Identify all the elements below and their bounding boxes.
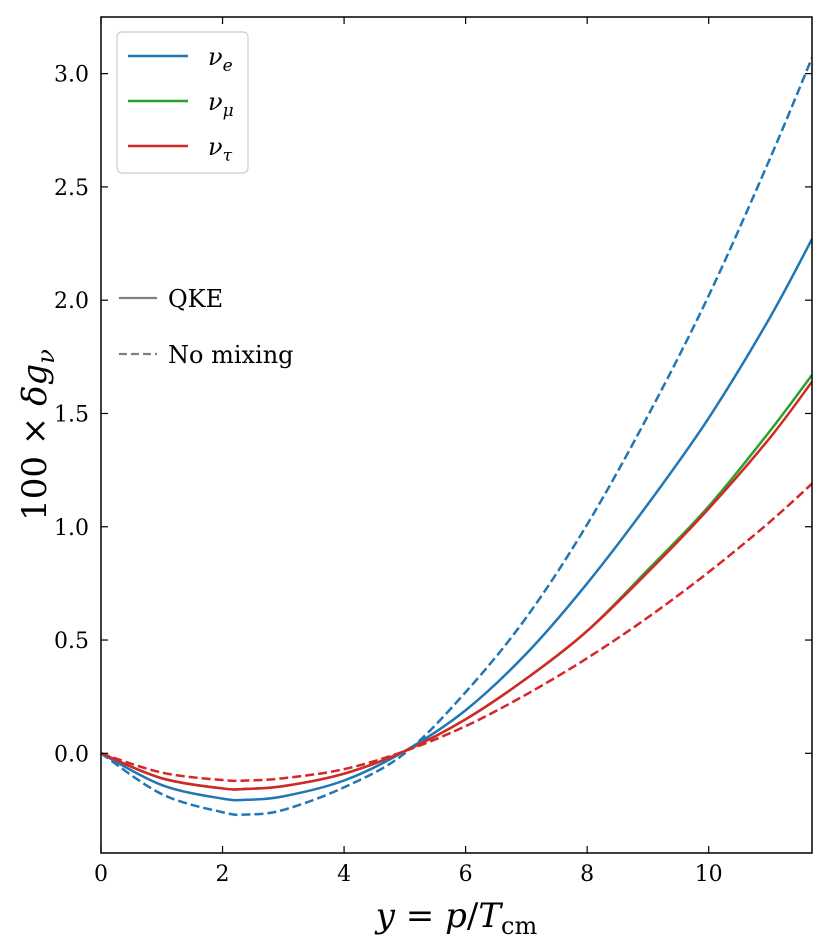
x-tick-label: 0 — [94, 862, 108, 887]
series-line-solid-2 — [101, 381, 812, 791]
series-line-dashed-4 — [101, 482, 812, 783]
legend-label: νe — [208, 43, 233, 76]
labels-layer: y = p/Tcm 100 × δgν — [15, 349, 537, 940]
series-line-solid-0 — [101, 238, 812, 802]
style-legend-label: QKE — [168, 285, 223, 313]
series-line-solid-1 — [101, 374, 812, 791]
x-tick-label: 8 — [580, 862, 594, 887]
series-line-dashed-3 — [101, 57, 812, 817]
ticks-layer: 0 2 4 6 8 10 0.0 0.5 1.0 1.5 2.0 2.5 3.0 — [54, 17, 812, 887]
legend-label: ντ — [208, 133, 233, 166]
y-tick-label: 0.5 — [54, 629, 89, 654]
x-tick-label: 6 — [459, 862, 473, 887]
x-tick-label: 10 — [695, 862, 723, 887]
y-tick-label: 1.0 — [54, 516, 89, 541]
y-tick-label: 0.0 — [54, 742, 89, 767]
style-legend-label: No mixing — [168, 341, 294, 369]
series-layer — [101, 57, 812, 817]
plot-frame — [100, 16, 813, 854]
x-axis-label: y = p/Tcm — [374, 896, 538, 940]
legend: νe νμ ντ QKE No mixing — [116, 31, 294, 369]
legend-label: νμ — [208, 88, 234, 121]
y-axis-label: 100 × δgν — [15, 349, 60, 521]
y-tick-label: 3.0 — [54, 63, 89, 88]
y-tick-label: 2.0 — [54, 289, 89, 314]
y-tick-label: 2.5 — [54, 176, 89, 201]
x-tick-label: 2 — [216, 862, 230, 887]
y-tick-label: 1.5 — [54, 402, 89, 427]
x-tick-label: 4 — [337, 862, 351, 887]
legend-box — [116, 31, 249, 174]
